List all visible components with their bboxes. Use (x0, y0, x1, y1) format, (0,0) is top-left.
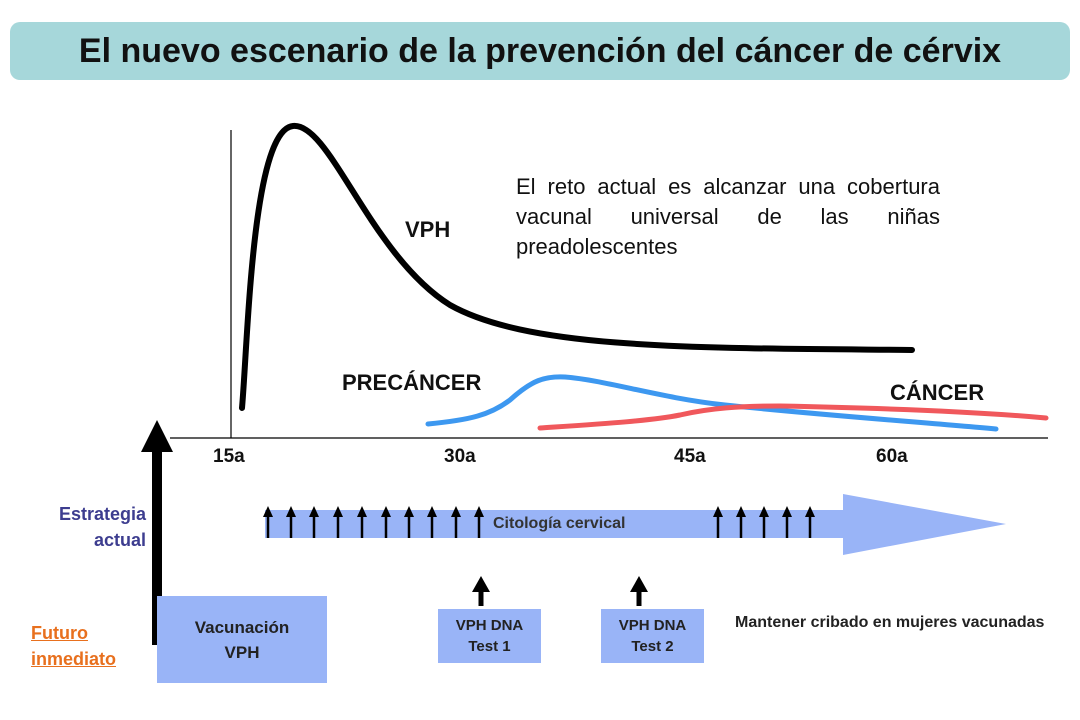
cytology-arrow-head (309, 506, 319, 517)
strategy-label-line2: actual (93, 530, 146, 550)
test2-arrow-head (630, 576, 648, 592)
cytology-arrow-head (333, 506, 343, 517)
precancer-curve (425, 374, 999, 432)
cytology-arrow-head (805, 506, 815, 517)
vph-curve (239, 123, 915, 411)
cytology-arrow-head (736, 506, 746, 517)
test2-line2: Test 2 (631, 638, 674, 655)
test2-box: VPH DNA Test 2 (601, 609, 704, 663)
cancer-curve (537, 403, 1049, 431)
future-label: Futuro inmediato (31, 620, 116, 672)
vaccination-line2: VPH (224, 642, 260, 662)
age-tick-60: 60a (876, 446, 908, 467)
cytology-arrow-head (404, 506, 414, 517)
cancer-curve-label: CÁNCER (890, 380, 985, 405)
age-tick-15: 15a (213, 446, 245, 467)
cytology-arrow-head (759, 506, 769, 517)
title-bar: El nuevo escenario de la prevención del … (10, 22, 1070, 80)
cytology-arrow-head (451, 506, 461, 517)
cytology-arrow-head (263, 506, 273, 517)
precancer-curve-label: PRECÁNCER (342, 370, 482, 395)
cytology-arrow-head (474, 506, 484, 517)
age-tick-30: 30a (444, 446, 476, 467)
cytology-arrow-head (427, 506, 437, 517)
cytology-label: Citología cervical (493, 515, 626, 532)
cytology-arrows (263, 506, 815, 538)
page-title: El nuevo escenario de la prevención del … (78, 32, 1002, 70)
test1-box: VPH DNA Test 1 (438, 609, 541, 663)
vph-curve-label: VPH (405, 217, 451, 242)
strategy-label-line1: Estrategia (58, 504, 146, 524)
cytology-arrow-head (381, 506, 391, 517)
timeline-arrow (265, 494, 1006, 555)
test1-line2: Test 1 (468, 638, 511, 655)
age-tick-45: 45a (674, 446, 706, 467)
strategy-label: Estrategia actual (20, 501, 146, 553)
test1-line1: VPH DNA (455, 617, 524, 634)
future-vertical-arrow-head (141, 420, 173, 452)
cytology-arrow-head (286, 506, 296, 517)
future-label-line1: Futuro (31, 623, 88, 643)
cytology-arrow-head (782, 506, 792, 517)
vaccination-line1: Vacunación (194, 617, 290, 637)
challenge-text: El reto actual es alcanzar una cobertura… (516, 174, 940, 259)
maintain-screening-text: Mantener cribado en mujeres vacunadas (735, 614, 1045, 631)
test1-arrow-head (472, 576, 490, 592)
test2-line1: VPH DNA (618, 617, 687, 634)
future-label-line2: inmediato (31, 649, 117, 669)
cytology-arrow-head (357, 506, 367, 517)
cytology-arrow-head (713, 506, 723, 517)
vaccination-box: Vacunación VPH (157, 596, 327, 683)
